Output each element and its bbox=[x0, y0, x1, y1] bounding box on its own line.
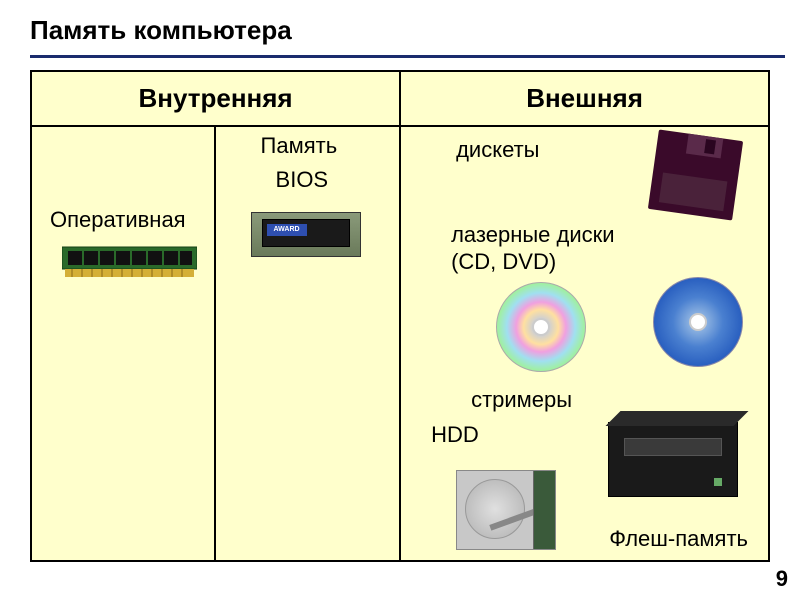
ram-label: Оперативная bbox=[50, 207, 186, 233]
ram-module-icon bbox=[62, 242, 197, 280]
memory-table: Внутренняя Внешняя Оперативная bbox=[30, 70, 770, 562]
subcol-bios: Память BIOS AWARD bbox=[216, 127, 400, 560]
cell-inner: Оперативная bbox=[31, 126, 400, 561]
table-header-row: Внутренняя Внешняя bbox=[31, 71, 769, 126]
subcol-ram: Оперативная bbox=[32, 127, 216, 560]
floppy-label: дискеты bbox=[456, 137, 539, 163]
page-title: Память компьютера bbox=[30, 15, 292, 46]
hdd-icon bbox=[456, 470, 556, 550]
dvd-icon bbox=[653, 277, 743, 367]
page-number: 9 bbox=[776, 566, 788, 592]
bios-chip-brand: AWARD bbox=[267, 224, 307, 236]
cd-label-1: лазерные диски bbox=[451, 222, 615, 248]
bios-chip-icon: AWARD bbox=[251, 212, 361, 257]
flash-label: Флеш-память bbox=[609, 526, 748, 552]
cd-label-2: (CD, DVD) bbox=[451, 249, 556, 275]
streamer-label: стримеры bbox=[471, 387, 572, 413]
bios-label-1: Память bbox=[261, 133, 338, 159]
tape-drive-icon bbox=[608, 422, 738, 497]
hdd-label: HDD bbox=[431, 422, 479, 448]
bios-label-2: BIOS bbox=[276, 167, 329, 193]
title-divider bbox=[30, 55, 785, 58]
header-outer: Внешняя bbox=[400, 71, 769, 126]
header-inner: Внутренняя bbox=[31, 71, 400, 126]
cell-outer: дискеты лазерные диски (CD, DVD) стример… bbox=[400, 126, 769, 561]
cd-icon bbox=[496, 282, 586, 372]
table-body-row: Оперативная bbox=[31, 126, 769, 561]
floppy-disk-icon bbox=[648, 129, 743, 220]
